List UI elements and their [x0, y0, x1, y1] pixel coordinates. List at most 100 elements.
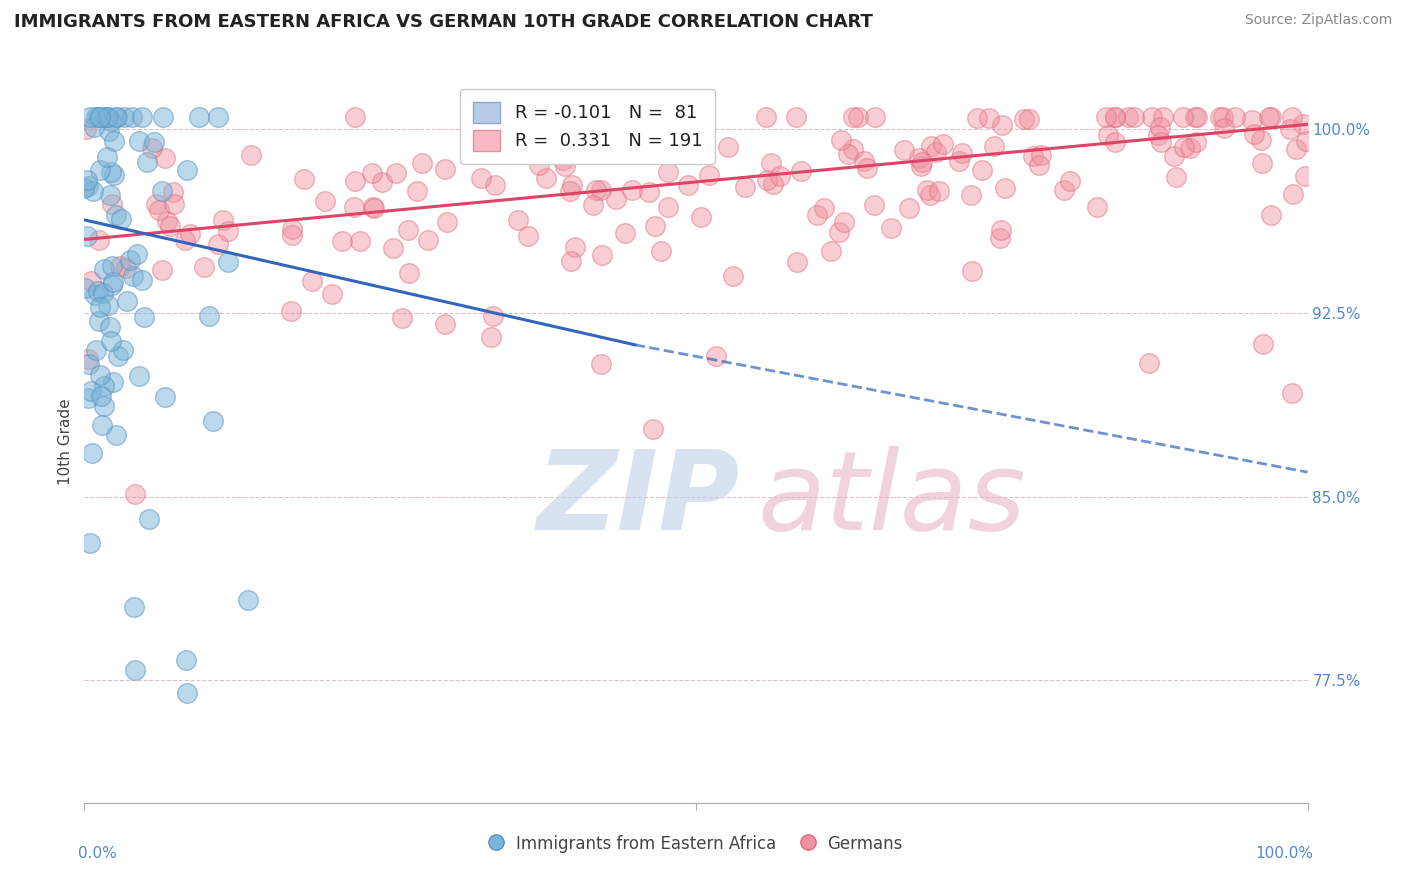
Point — [115, 261, 138, 276]
Point — [551, 153, 574, 168]
Point — [1185, 110, 1208, 124]
Point — [644, 219, 666, 234]
Point — [391, 311, 413, 326]
Point — [489, 120, 512, 134]
Point — [697, 169, 720, 183]
Point — [93, 262, 115, 277]
Point — [1028, 158, 1050, 172]
Point — [1258, 110, 1281, 124]
Point — [1104, 135, 1126, 149]
Point — [406, 184, 429, 198]
Point — [349, 234, 371, 248]
Point — [589, 183, 612, 197]
Point — [1223, 110, 1246, 124]
Point — [932, 136, 955, 151]
Point — [73, 180, 96, 194]
Point — [176, 685, 198, 699]
Text: atlas: atlas — [758, 446, 1026, 553]
Point — [105, 208, 128, 222]
Point — [143, 136, 166, 150]
Point — [363, 201, 385, 215]
Point — [585, 184, 607, 198]
Point — [1137, 356, 1160, 370]
Point — [153, 151, 176, 165]
Point — [107, 349, 129, 363]
Point — [1212, 121, 1234, 136]
Point — [321, 287, 343, 301]
Point — [1240, 113, 1263, 128]
Point — [361, 200, 384, 214]
Point — [970, 162, 993, 177]
Point — [613, 226, 636, 240]
Point — [136, 154, 159, 169]
Point — [280, 227, 302, 242]
Point — [217, 255, 239, 269]
Point — [207, 237, 229, 252]
Point — [87, 284, 110, 298]
Point — [621, 118, 644, 132]
Point — [579, 145, 602, 159]
Point — [79, 384, 101, 398]
Point — [103, 375, 125, 389]
Point — [156, 213, 179, 227]
Point — [162, 185, 184, 199]
Point — [1122, 110, 1144, 124]
Point — [762, 177, 785, 191]
Point — [621, 110, 644, 124]
Point — [1053, 183, 1076, 197]
Point — [176, 162, 198, 177]
Point — [96, 150, 118, 164]
Point — [76, 229, 98, 244]
Point — [131, 110, 153, 124]
Point — [96, 110, 118, 124]
Point — [100, 113, 122, 128]
Point — [89, 163, 111, 178]
Point — [950, 146, 973, 161]
Point — [152, 110, 174, 124]
Point — [82, 446, 104, 460]
Point — [217, 224, 239, 238]
Point — [828, 226, 851, 240]
Point — [994, 181, 1017, 195]
Point — [517, 228, 540, 243]
Point — [371, 176, 394, 190]
Point — [662, 121, 685, 136]
Point — [212, 213, 235, 227]
Point — [150, 184, 173, 198]
Point — [396, 223, 419, 237]
Point — [91, 286, 114, 301]
Point — [856, 161, 879, 175]
Point — [841, 142, 863, 156]
Point — [342, 200, 364, 214]
Point — [344, 174, 367, 188]
Point — [717, 139, 740, 153]
Point — [128, 134, 150, 148]
Point — [1059, 174, 1081, 188]
Point — [991, 118, 1014, 132]
Point — [84, 110, 107, 124]
Point — [1085, 201, 1108, 215]
Point — [527, 158, 550, 172]
Point — [589, 357, 612, 371]
Point — [76, 351, 98, 366]
Text: IMMIGRANTS FROM EASTERN AFRICA VS GERMAN 10TH GRADE CORRELATION CHART: IMMIGRANTS FROM EASTERN AFRICA VS GERMAN… — [14, 13, 873, 31]
Point — [107, 110, 129, 124]
Point — [1116, 110, 1139, 124]
Point — [862, 197, 884, 211]
Point — [83, 288, 105, 302]
Point — [416, 233, 439, 247]
Point — [1281, 386, 1303, 401]
Point — [910, 159, 932, 173]
Point — [76, 179, 98, 194]
Point — [1292, 117, 1315, 131]
Point — [179, 227, 201, 241]
Point — [1295, 134, 1317, 148]
Point — [1212, 110, 1234, 124]
Point — [83, 120, 105, 135]
Point — [120, 253, 142, 268]
Point — [756, 173, 779, 187]
Point — [87, 314, 110, 328]
Point — [911, 154, 934, 169]
Point — [101, 197, 124, 211]
Point — [621, 183, 644, 197]
